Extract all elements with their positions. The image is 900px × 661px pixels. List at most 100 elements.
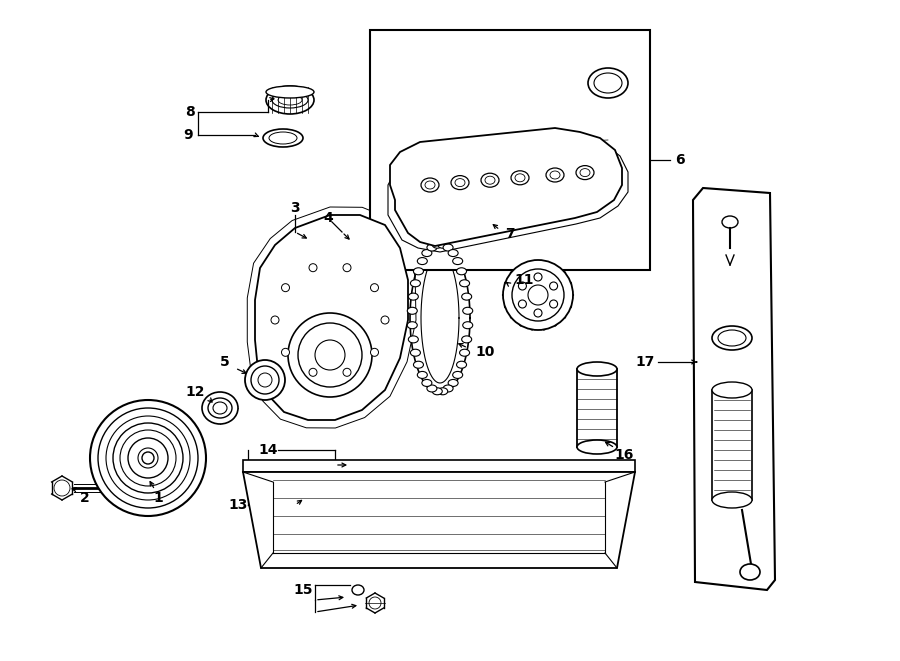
Ellipse shape bbox=[427, 385, 436, 392]
Ellipse shape bbox=[421, 178, 439, 192]
Ellipse shape bbox=[451, 176, 469, 190]
Ellipse shape bbox=[443, 244, 453, 251]
Ellipse shape bbox=[278, 95, 302, 105]
Ellipse shape bbox=[418, 371, 428, 379]
Ellipse shape bbox=[437, 241, 447, 249]
Ellipse shape bbox=[453, 258, 463, 264]
Bar bbox=[370, 30, 650, 270]
Ellipse shape bbox=[90, 400, 206, 516]
Ellipse shape bbox=[410, 280, 420, 287]
Text: 7: 7 bbox=[505, 227, 515, 241]
Ellipse shape bbox=[202, 392, 238, 424]
Ellipse shape bbox=[138, 448, 158, 468]
Ellipse shape bbox=[272, 92, 308, 108]
Polygon shape bbox=[243, 460, 635, 472]
Ellipse shape bbox=[98, 408, 198, 508]
Ellipse shape bbox=[511, 171, 529, 185]
Ellipse shape bbox=[54, 480, 70, 496]
Text: 14: 14 bbox=[258, 443, 278, 457]
Ellipse shape bbox=[408, 322, 418, 329]
Ellipse shape bbox=[408, 307, 418, 314]
Ellipse shape bbox=[453, 371, 463, 379]
Ellipse shape bbox=[371, 284, 379, 292]
Ellipse shape bbox=[282, 348, 290, 356]
Ellipse shape bbox=[481, 173, 499, 187]
Ellipse shape bbox=[142, 452, 154, 464]
Polygon shape bbox=[255, 215, 408, 420]
Ellipse shape bbox=[594, 73, 622, 93]
Ellipse shape bbox=[120, 478, 140, 498]
Ellipse shape bbox=[263, 129, 303, 147]
Text: 12: 12 bbox=[185, 385, 205, 399]
Ellipse shape bbox=[463, 307, 473, 314]
Ellipse shape bbox=[271, 316, 279, 324]
Ellipse shape bbox=[425, 181, 435, 189]
Ellipse shape bbox=[113, 423, 183, 493]
Ellipse shape bbox=[462, 336, 472, 343]
Text: 2: 2 bbox=[80, 491, 90, 505]
Ellipse shape bbox=[740, 564, 760, 580]
Ellipse shape bbox=[515, 174, 525, 182]
Ellipse shape bbox=[128, 438, 168, 478]
Ellipse shape bbox=[418, 258, 428, 264]
Ellipse shape bbox=[518, 300, 526, 308]
Text: 9: 9 bbox=[184, 128, 193, 142]
Ellipse shape bbox=[550, 282, 558, 290]
Ellipse shape bbox=[266, 86, 314, 114]
Bar bbox=[577, 369, 617, 447]
Text: 4: 4 bbox=[323, 211, 333, 225]
Ellipse shape bbox=[550, 171, 560, 179]
Ellipse shape bbox=[106, 416, 190, 500]
Bar bbox=[712, 390, 752, 500]
Ellipse shape bbox=[432, 241, 442, 249]
Ellipse shape bbox=[528, 285, 548, 305]
Text: 10: 10 bbox=[475, 345, 495, 359]
Ellipse shape bbox=[125, 483, 135, 493]
Ellipse shape bbox=[258, 373, 272, 387]
Ellipse shape bbox=[580, 169, 590, 176]
Ellipse shape bbox=[712, 492, 752, 508]
Text: 8: 8 bbox=[185, 105, 195, 119]
Ellipse shape bbox=[251, 366, 279, 394]
Ellipse shape bbox=[448, 379, 458, 387]
Polygon shape bbox=[390, 128, 622, 246]
Ellipse shape bbox=[437, 388, 447, 395]
Text: 11: 11 bbox=[514, 273, 534, 287]
Ellipse shape bbox=[462, 293, 472, 300]
Ellipse shape bbox=[343, 264, 351, 272]
Ellipse shape bbox=[413, 268, 424, 275]
Ellipse shape bbox=[722, 216, 738, 228]
Ellipse shape bbox=[266, 86, 314, 98]
Ellipse shape bbox=[712, 326, 752, 350]
Ellipse shape bbox=[588, 68, 628, 98]
Ellipse shape bbox=[460, 349, 470, 356]
Ellipse shape bbox=[315, 340, 345, 370]
Ellipse shape bbox=[534, 273, 542, 281]
Ellipse shape bbox=[208, 398, 232, 418]
Ellipse shape bbox=[550, 300, 558, 308]
Text: 5: 5 bbox=[220, 355, 230, 369]
Ellipse shape bbox=[427, 244, 436, 251]
Ellipse shape bbox=[432, 388, 442, 395]
Ellipse shape bbox=[422, 379, 432, 387]
Ellipse shape bbox=[443, 385, 453, 392]
Ellipse shape bbox=[718, 330, 746, 346]
Polygon shape bbox=[693, 188, 775, 590]
Polygon shape bbox=[243, 472, 635, 568]
Ellipse shape bbox=[456, 361, 466, 368]
Ellipse shape bbox=[371, 348, 379, 356]
Ellipse shape bbox=[448, 250, 458, 256]
Ellipse shape bbox=[213, 402, 227, 414]
Ellipse shape bbox=[456, 268, 466, 275]
Text: 13: 13 bbox=[229, 498, 248, 512]
Ellipse shape bbox=[410, 349, 420, 356]
Text: 6: 6 bbox=[675, 153, 685, 167]
Ellipse shape bbox=[485, 176, 495, 184]
Ellipse shape bbox=[512, 269, 564, 321]
Text: 15: 15 bbox=[293, 583, 313, 597]
Ellipse shape bbox=[455, 178, 465, 186]
Text: 3: 3 bbox=[290, 201, 300, 215]
Ellipse shape bbox=[576, 166, 594, 180]
Ellipse shape bbox=[245, 360, 285, 400]
Text: 1: 1 bbox=[153, 491, 163, 505]
